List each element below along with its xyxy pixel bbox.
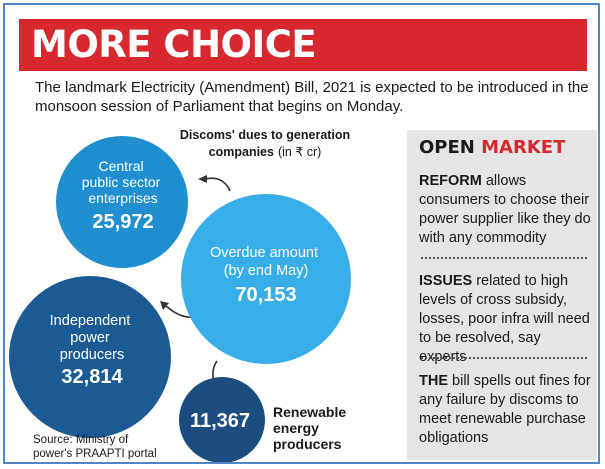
total-value-label: 70,153 <box>235 284 296 306</box>
connector-top <box>204 177 231 192</box>
open-market-title-market: MARKET <box>481 137 566 158</box>
svg-text:Independent power: Independent power producers <box>50 313 135 363</box>
chart-unit: (in ₹ cr) <box>278 145 321 159</box>
open-market-panel: OPEN MARKET REFORM allows consumers to c… <box>407 130 597 460</box>
ipp-label-line2: power <box>70 330 110 346</box>
open-market-title-open: OPEN <box>419 137 475 158</box>
open-market-title: OPEN MARKET <box>419 137 565 158</box>
infographic-frame: MORE CHOICE The landmark Electricity (Am… <box>3 3 600 464</box>
total-label-line1: Overdue amount <box>210 245 318 261</box>
issues-text: related to high levels of cross subsidy,… <box>419 273 590 365</box>
intro-text: The landmark Electricity (Amendment) Bil… <box>35 79 589 115</box>
svg-text:Central public sector: Central public sector enterprises <box>82 158 164 206</box>
the-keyword: THE <box>419 373 448 389</box>
bubble-renewable-producers <box>179 377 265 462</box>
ipp-label-line1: Independent <box>50 313 131 329</box>
connector-top-arrow <box>198 175 207 183</box>
central-label-line3: enterprises <box>88 190 157 206</box>
reform-keyword: REFORM <box>419 173 482 189</box>
chart-title-line1: Discoms' dues to generation <box>180 128 350 142</box>
divider-1 <box>421 257 587 259</box>
chart-title-line2: companies <box>209 145 274 159</box>
bubble-central-psu <box>56 136 188 268</box>
source-line1: Source: Ministry of <box>33 434 129 446</box>
total-label-line2: (by end May) <box>224 263 309 279</box>
svg-text:Renewable energy p: Renewable energy producers <box>273 404 350 452</box>
reform-section: REFORM allows consumers to choose their … <box>419 172 591 248</box>
central-label-line2: public sector <box>82 174 161 190</box>
svg-text:companies(in ₹ cr): companies (in ₹ cr) <box>209 145 322 159</box>
ipp-value-label: 32,814 <box>61 366 123 388</box>
divider-2 <box>421 357 587 359</box>
svg-text:Overdue amount (by end M: Overdue amount (by end May) <box>210 245 322 279</box>
renewable-label-line3: producers <box>273 436 342 452</box>
bubble-chart: Discoms' dues to generation companies (in… <box>9 128 351 462</box>
bubble-independent-producers <box>9 276 171 438</box>
reform-text: allows consumers to choose their power s… <box>419 173 591 246</box>
connector-left-arrow <box>160 301 169 310</box>
issues-section: ISSUES related to high levels of cross s… <box>419 272 591 367</box>
renewable-label-line2: energy <box>273 420 319 436</box>
svg-text:Source: Ministry of powe: Source: Ministry of power's PRAAPTI port… <box>33 434 157 460</box>
central-label-line1: Central <box>98 158 143 174</box>
ipp-label-line3: producers <box>60 347 124 363</box>
renewable-value-label: 11,367 <box>190 410 250 432</box>
renewable-label-line1: Renewable <box>273 404 346 420</box>
central-value-label: 25,972 <box>92 211 153 233</box>
the-bill-section: THE bill spells out fines for any failur… <box>419 372 591 448</box>
bubble-overdue-total <box>181 194 351 364</box>
the-bill-text: bill spells out fines for any failure by… <box>419 373 591 446</box>
title-banner: MORE CHOICE <box>19 19 587 71</box>
page-title: MORE CHOICE <box>31 23 317 66</box>
source-line2: power's PRAAPTI portal <box>33 448 157 460</box>
issues-keyword: ISSUES <box>419 273 473 289</box>
